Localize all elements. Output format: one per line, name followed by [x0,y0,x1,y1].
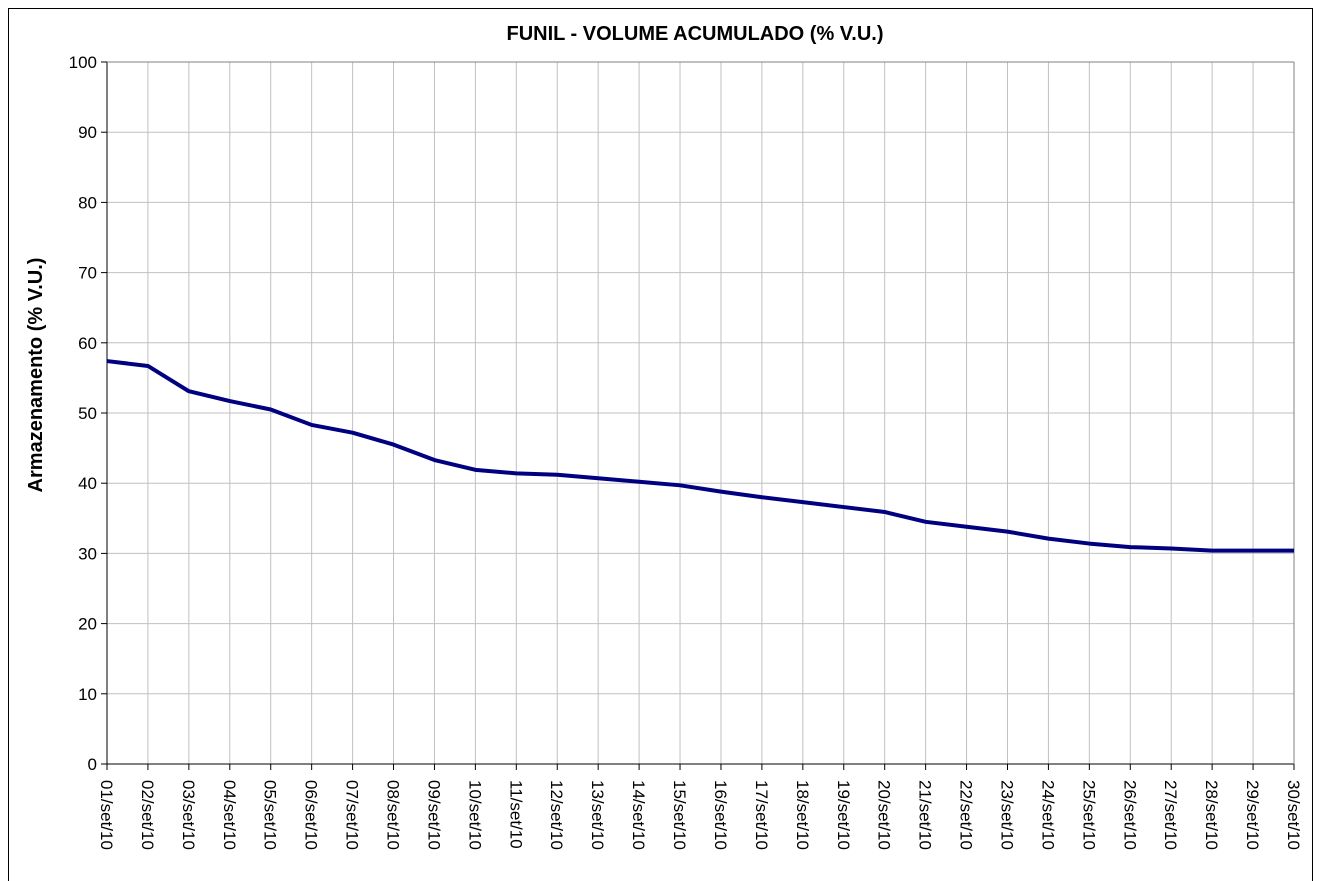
x-tick-label: 13/set/10 [588,780,607,850]
x-tick-label: 19/set/10 [834,780,853,850]
x-tick-label: 01/set/10 [97,780,116,850]
x-tick-label: 24/set/10 [1038,780,1057,850]
y-tick-label: 40 [78,474,97,493]
x-tick-label: 11/set/10 [506,780,525,849]
y-tick-label: 100 [69,53,97,72]
y-tick-label: 0 [88,755,97,774]
x-tick-label: 16/set/10 [711,780,730,850]
x-tick-label: 28/set/10 [1202,780,1221,850]
y-tick-label: 30 [78,544,97,563]
x-tick-label: 26/set/10 [1120,780,1139,850]
chart-frame [8,8,1313,881]
chart-title: FUNIL - VOLUME ACUMULADO (% V.U.) [506,23,883,45]
y-tick-label: 10 [78,685,97,704]
line-series [106,359,1294,553]
x-tick-label: 10/set/10 [465,780,484,850]
x-tick-label: 02/set/10 [138,780,157,850]
y-tick-label: 50 [78,404,97,423]
x-tick-label: 09/set/10 [424,780,443,850]
y-tick-label: 60 [78,334,97,353]
y-axis-label: Armazenamento (% V.U.) [25,258,47,493]
y-tick-label: 90 [78,123,97,142]
x-tick-label: 29/set/10 [1243,780,1262,850]
x-tick-label: 23/set/10 [997,780,1016,850]
x-tick-label: 14/set/10 [629,780,648,850]
x-tick-label: 18/set/10 [793,780,812,850]
x-tick-label: 17/set/10 [752,780,771,850]
x-tick-label: 06/set/10 [302,780,321,850]
x-tick-label: 27/set/10 [1161,780,1180,850]
y-tick-label: 70 [78,264,97,283]
x-tick-label: 21/set/10 [916,780,935,850]
y-tick-label: 20 [78,615,97,634]
x-tick-label: 15/set/10 [670,780,689,850]
x-tick-label: 25/set/10 [1079,780,1098,850]
x-tick-label: 08/set/10 [384,780,403,850]
x-tick-label: 20/set/10 [875,780,894,850]
x-tick-label: 07/set/10 [343,780,362,850]
x-tick-label: 05/set/10 [261,780,280,850]
x-tick-label: 30/set/10 [1284,780,1303,850]
x-tick-label: 22/set/10 [957,780,976,850]
x-tick-label: 03/set/10 [179,780,198,850]
y-tick-label: 80 [78,193,97,212]
x-tick-label: 04/set/10 [220,780,239,850]
x-tick-label: 12/set/10 [547,780,566,850]
